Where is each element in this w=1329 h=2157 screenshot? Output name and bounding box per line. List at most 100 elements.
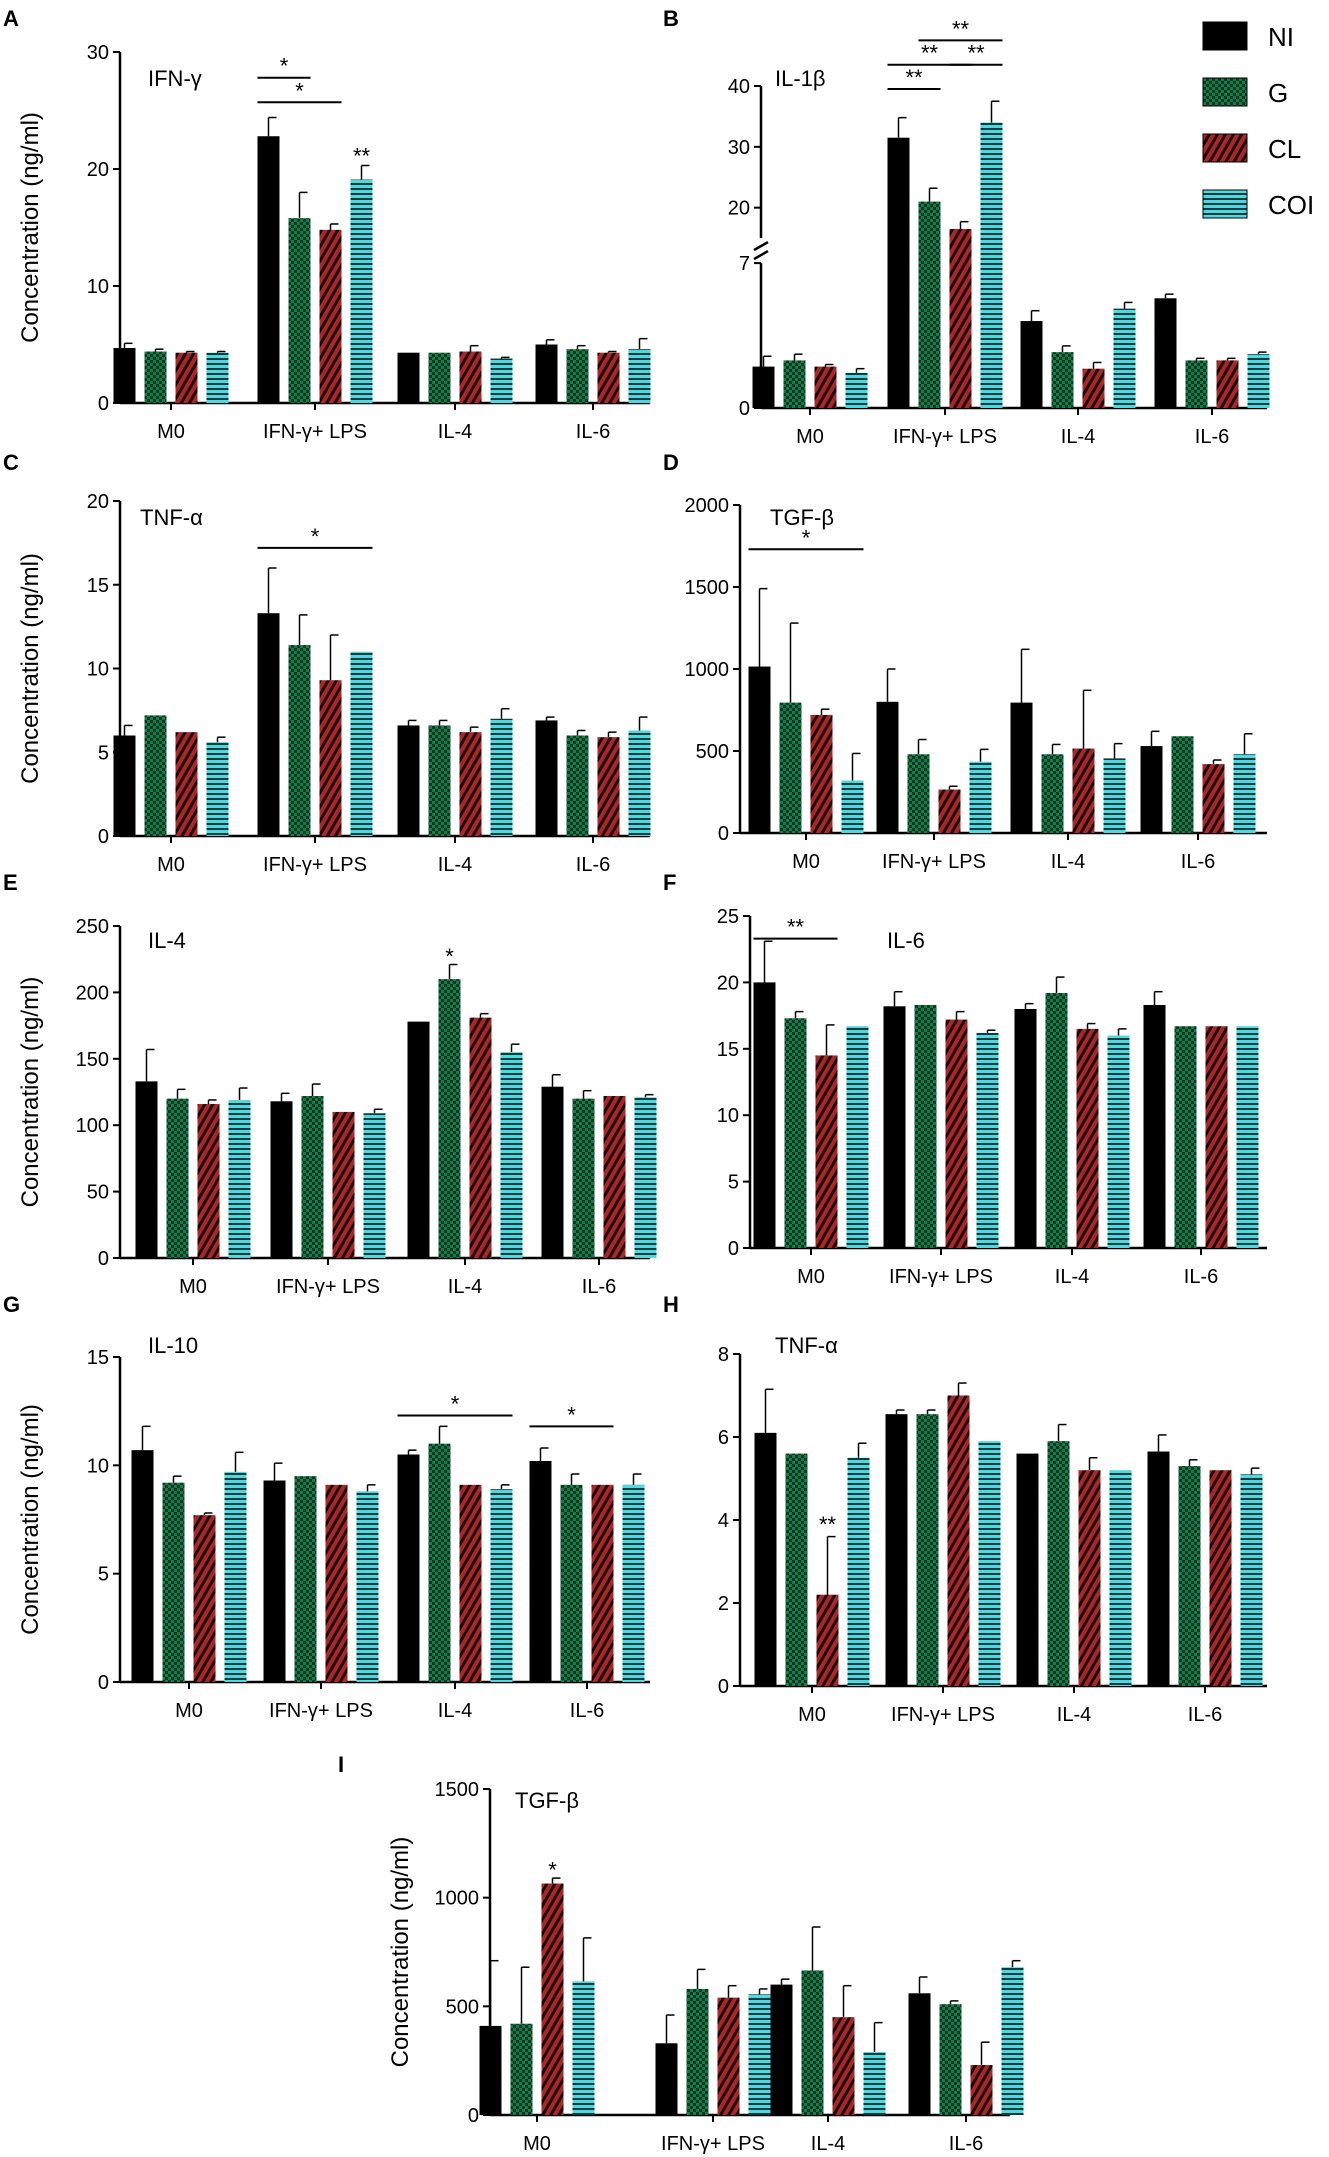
bar-coi [356, 1491, 379, 1682]
panel-letter: B [663, 6, 679, 31]
panel-letter: E [3, 870, 18, 895]
x-tick-label: M0 [523, 2133, 551, 2155]
bar-cl [193, 1515, 216, 1682]
bar-g [288, 645, 311, 836]
bar-coi [748, 1994, 771, 2115]
x-tick-label: IL-4 [1055, 1266, 1089, 1288]
bar-ni [535, 720, 558, 836]
x-tick-label: IL-6 [1188, 1704, 1222, 1726]
y-axis-label: Concentration (ng/ml) [17, 1404, 44, 1635]
bar-coi [572, 1981, 595, 2115]
x-tick-label: IFN-γ+ LPS [891, 1704, 995, 1726]
bar-ni [397, 1454, 420, 1682]
significance-marker: * [451, 1392, 460, 1417]
bar-ni [770, 1984, 793, 2115]
bar-ni [754, 1432, 777, 1686]
panel-title: TNF-α [775, 1333, 838, 1358]
bar-coi [1247, 354, 1270, 408]
y-tick-label: 200 [76, 982, 109, 1004]
significance-marker: ** [952, 16, 970, 41]
bar-g [1178, 1466, 1201, 1686]
bar-cl [949, 228, 972, 408]
bar-coi [978, 1441, 1001, 1686]
bar-ni [748, 666, 771, 833]
bar-ni [1014, 1008, 1037, 1248]
y-tick-label: 100 [76, 1115, 109, 1137]
y-tick-label: 10 [717, 1105, 739, 1127]
bar-g [566, 349, 589, 403]
panel-title: TNF-α [140, 505, 203, 530]
bar-g [914, 1004, 937, 1248]
y-tick-label: 5 [728, 1172, 739, 1194]
x-tick-label: M0 [796, 426, 824, 448]
panel-title: IL-4 [148, 928, 186, 953]
panel-letter: F [663, 870, 676, 895]
x-tick-label: IL-4 [448, 1276, 482, 1298]
x-tick-label: IFN-γ+ LPS [882, 851, 986, 873]
bar-coi [969, 761, 992, 833]
panel-e: E IL-4 Concentration (ng/ml) 0 50 100 150 200 25… [3, 870, 657, 1298]
x-tick-label: IL-6 [576, 421, 610, 443]
panel-letter: A [3, 6, 19, 31]
bar-cl [1082, 368, 1105, 408]
bar-g [801, 1970, 824, 2115]
bar-coi [490, 718, 513, 836]
bar-coi [228, 1099, 251, 1258]
bar-g [918, 201, 941, 408]
x-tick-label: IL-6 [570, 1700, 604, 1722]
bar-ni [397, 725, 420, 836]
panel-title: IL-1β [775, 66, 826, 91]
y-tick-label: 20 [717, 972, 739, 994]
y-axis-label: Concentration (ng/ml) [17, 977, 44, 1208]
bar-coi [863, 2051, 886, 2115]
y-axis-label: Concentration (ng/ml) [17, 112, 44, 343]
panel-a: A IFN-γ Concentration (ng/ml) 0 10 20 30 M0 IFN-… [3, 6, 651, 443]
bar-g [510, 2023, 533, 2115]
y-tick-label: 15 [87, 1347, 109, 1369]
bar-g [785, 1453, 808, 1686]
bar-cl [197, 1103, 220, 1258]
significance-marker: ** [921, 41, 939, 66]
bar-ni [270, 1101, 293, 1258]
bar-cl [1205, 1026, 1228, 1248]
bar-coi [846, 1026, 869, 1248]
x-tick-label: IFN-γ+ LPS [276, 1276, 380, 1298]
bar-ni [887, 137, 910, 409]
bar-g [916, 1414, 939, 1686]
panel-c: C TNF-α Concentration (ng/ml) 0 5 10 15 20 M0 IFN… [3, 450, 651, 876]
x-tick-label: IFN-γ+ LPS [661, 2133, 765, 2155]
panel-i: I TGF-β Concentration (ng/ml) 0 500 1000 1500 M… [338, 1752, 1024, 2155]
x-tick-label: IL-4 [438, 854, 472, 876]
significance-marker: * [295, 78, 304, 103]
bar-ni [885, 1414, 908, 1686]
bar-cl [717, 1997, 740, 2115]
bar-coi [1103, 758, 1126, 833]
bar-coi [1233, 754, 1256, 833]
bar-cl [319, 680, 342, 836]
bar-coi [1107, 1035, 1130, 1248]
y-tick-label: 150 [76, 1049, 109, 1071]
x-tick-label: IL-4 [811, 2133, 845, 2155]
bar-ni [655, 2043, 678, 2115]
x-tick-label: IL-4 [438, 1700, 472, 1722]
bar-cl [1076, 1028, 1099, 1248]
legend-label-ni: NI [1268, 22, 1294, 52]
x-tick-label: IL-6 [949, 2133, 983, 2155]
legend-label-cl: CL [1268, 134, 1301, 164]
bar-ni [257, 136, 280, 404]
bar-g [1051, 352, 1074, 408]
x-tick-label: M0 [175, 1700, 203, 1722]
bar-cl [332, 1111, 355, 1258]
bar-g [144, 351, 167, 403]
y-tick-label: 8 [718, 1344, 729, 1366]
bar-coi [1113, 308, 1136, 408]
bar-cl [591, 1484, 614, 1682]
x-tick-label: IL-6 [1184, 1266, 1218, 1288]
y-tick-label: 0 [718, 1676, 729, 1698]
y-tick-label: 0 [728, 1238, 739, 1260]
panel-letter: H [663, 1292, 679, 1317]
panel-f: F IL-6 0 5 10 15 20 25 M0 IFN-γ+ LPS IL-4 IL-6 ** [663, 870, 1267, 1288]
bar-cl [816, 1594, 839, 1686]
bar-g [428, 352, 451, 403]
